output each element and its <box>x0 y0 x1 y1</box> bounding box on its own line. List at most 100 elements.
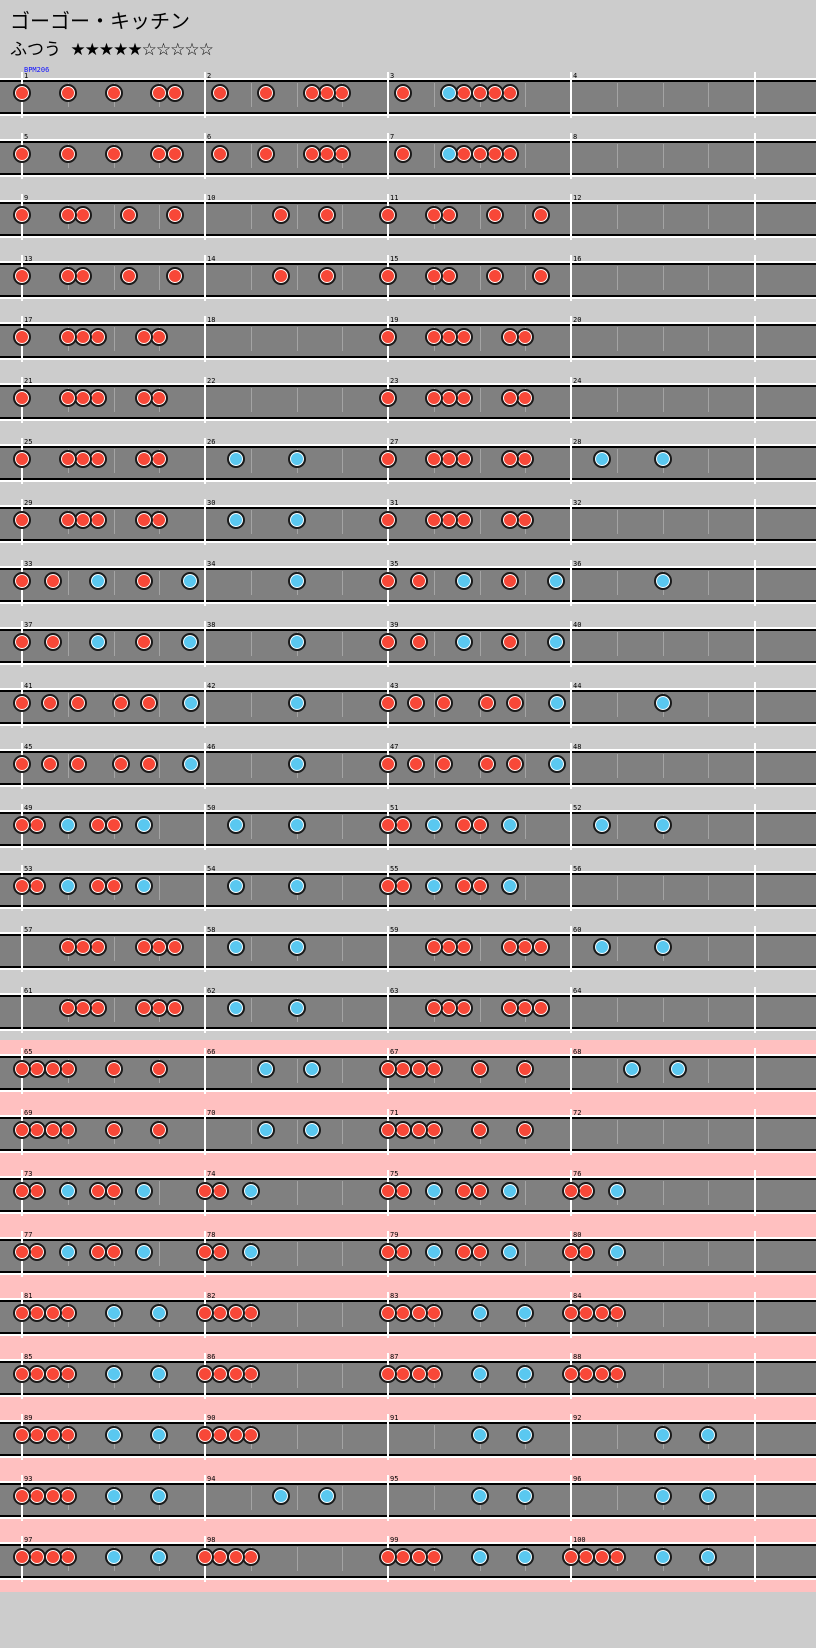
bar-line <box>754 1292 756 1338</box>
ka-note <box>227 999 245 1017</box>
measure-number: 38 <box>207 621 216 629</box>
don-note <box>425 389 443 407</box>
measure-number: 23 <box>390 377 399 385</box>
don-note <box>41 694 59 712</box>
don-note <box>532 938 550 956</box>
ka-note <box>227 511 245 529</box>
measure-number: 27 <box>390 438 399 446</box>
beat-line <box>342 510 343 534</box>
beat-line <box>663 632 664 656</box>
beat-line <box>434 83 435 107</box>
beat-line <box>708 205 709 229</box>
ka-note <box>150 1548 168 1566</box>
ka-note <box>654 1487 672 1505</box>
ka-note <box>548 694 566 712</box>
measure-number: 68 <box>573 1048 582 1056</box>
note-lane <box>0 629 816 663</box>
chart-row: 61 62 63 64 <box>0 979 816 1043</box>
don-note <box>59 206 77 224</box>
don-note <box>407 755 425 773</box>
beat-line <box>251 754 252 778</box>
chart-row: 33 34 35 36 <box>0 552 816 616</box>
ka-note <box>105 1365 123 1383</box>
beat-line <box>342 1303 343 1327</box>
don-note <box>44 1304 62 1322</box>
measure-number: 34 <box>207 560 216 568</box>
beat-line <box>159 1242 160 1266</box>
beat-line <box>342 815 343 839</box>
beat-line <box>617 449 618 473</box>
measure-number: 43 <box>390 682 399 690</box>
ka-note <box>547 572 565 590</box>
ka-note <box>593 450 611 468</box>
don-note <box>13 511 31 529</box>
don-note <box>257 84 275 102</box>
note-lane <box>0 1483 816 1517</box>
measure-number: 78 <box>207 1231 216 1239</box>
beat-line <box>617 144 618 168</box>
beat-line <box>114 327 115 351</box>
don-note <box>501 999 519 1017</box>
difficulty-line: ふつう ★★★★★☆☆☆☆☆ <box>10 35 214 60</box>
ka-note <box>257 1060 275 1078</box>
don-note <box>44 1060 62 1078</box>
beat-line <box>708 1120 709 1144</box>
chart-row: 13 14 15 16 <box>0 247 816 311</box>
don-note <box>506 694 524 712</box>
beat-line <box>251 571 252 595</box>
beat-line <box>663 205 664 229</box>
measure-number: 92 <box>573 1414 582 1422</box>
don-note <box>379 267 397 285</box>
bar-line <box>204 560 206 606</box>
don-note <box>196 1548 214 1566</box>
beat-line <box>663 1120 664 1144</box>
beat-line <box>617 815 618 839</box>
don-note <box>13 1548 31 1566</box>
measure-number: 64 <box>573 987 582 995</box>
beat-line <box>708 1242 709 1266</box>
bar-line <box>387 133 389 179</box>
don-note <box>455 1182 473 1200</box>
measure-number: 15 <box>390 255 399 263</box>
don-note <box>105 145 123 163</box>
beat-line <box>342 998 343 1022</box>
don-note <box>13 1304 31 1322</box>
don-note <box>227 1365 245 1383</box>
don-note <box>13 1182 31 1200</box>
beat-line <box>525 693 526 717</box>
bar-line <box>754 1475 756 1521</box>
beat-line <box>159 205 160 229</box>
ka-note <box>181 572 199 590</box>
don-note <box>471 816 489 834</box>
bar-line <box>754 316 756 362</box>
don-note <box>13 755 31 773</box>
beat-line <box>663 998 664 1022</box>
beat-line <box>342 1486 343 1510</box>
don-note <box>44 1426 62 1444</box>
measure-number: 16 <box>573 255 582 263</box>
don-note <box>44 1121 62 1139</box>
bar-line <box>570 194 572 240</box>
ka-note <box>105 1487 123 1505</box>
ka-note <box>425 1243 443 1261</box>
bar-line <box>570 1475 572 1521</box>
bar-line <box>754 926 756 972</box>
bar-line <box>204 194 206 240</box>
ka-note <box>471 1426 489 1444</box>
measure-number: 3 <box>390 72 395 80</box>
beat-line <box>663 83 664 107</box>
note-lane <box>0 1422 816 1456</box>
don-note <box>394 84 412 102</box>
chart-row: 29 30 31 32 <box>0 491 816 555</box>
don-note <box>211 84 229 102</box>
chart-row: 41 42 43 44 <box>0 674 816 738</box>
beat-line <box>617 510 618 534</box>
beat-line <box>617 1486 618 1510</box>
bar-line <box>204 987 206 1033</box>
beat-line <box>251 693 252 717</box>
measure-number: 9 <box>24 194 29 202</box>
ka-note <box>516 1426 534 1444</box>
ka-note <box>59 1243 77 1261</box>
don-note <box>379 206 397 224</box>
don-note <box>394 145 412 163</box>
